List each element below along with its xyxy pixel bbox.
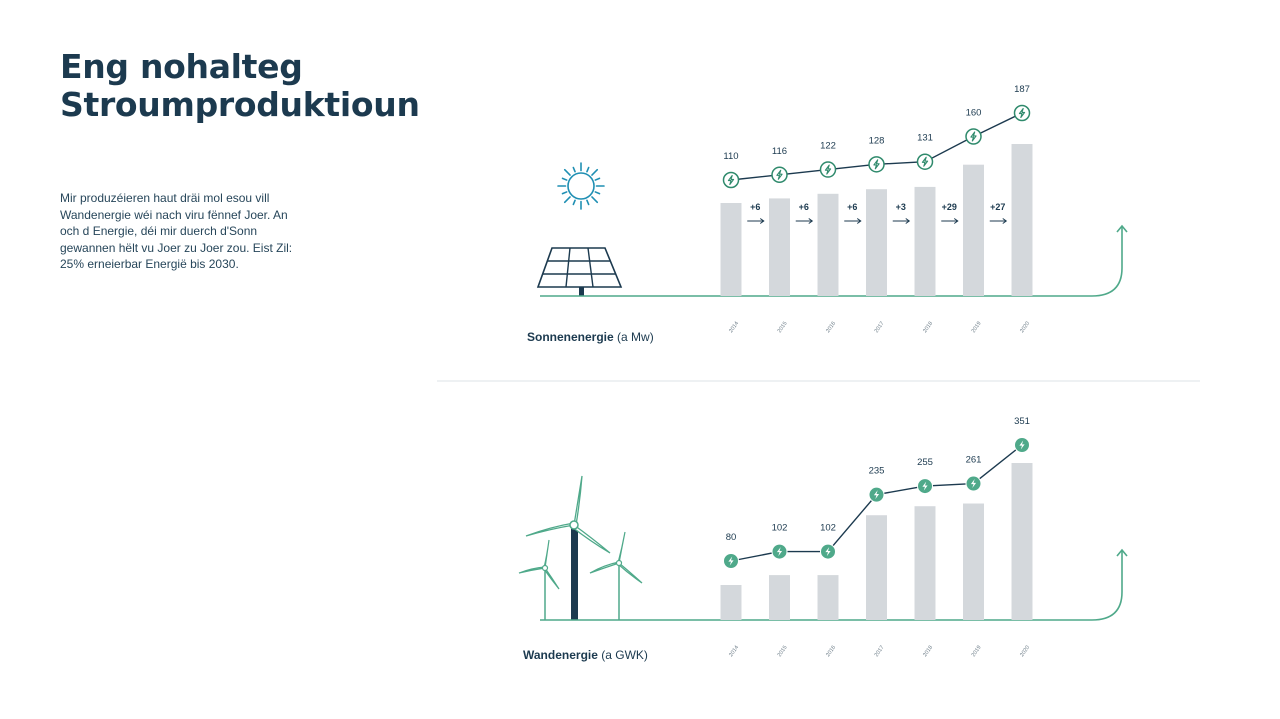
solar-diff-annotation: +6: [747, 202, 765, 224]
wind-chart-title: Wandenergie (a GWK): [523, 648, 648, 662]
wind-bar-2018: [914, 506, 936, 620]
wind-value-label: 351: [1014, 416, 1030, 427]
solar-chart-panel: +6 +6 +6 +3 +29 +27 110 116 122 128 131 160 187 201…: [500, 80, 1200, 370]
wind-turbines-illustration: [518, 475, 643, 620]
solar-value-label: 122: [820, 141, 836, 152]
lightning-icon: [1014, 437, 1030, 453]
wind-axis-line: [540, 548, 1128, 621]
solar-bar-2017: [866, 189, 887, 296]
wind-bar-2014: [720, 585, 742, 620]
wind-value-label: 102: [772, 523, 788, 534]
wind-bar-2015: [769, 575, 790, 620]
lightning-icon: [965, 475, 982, 492]
solar-diff-label: +27: [990, 202, 1005, 212]
solar-bar-2018: [914, 186, 936, 296]
lightning-icon: [771, 166, 788, 184]
solar-diff-annotation: +27: [989, 202, 1008, 224]
solar-bar-2019: [963, 164, 984, 296]
page-title: Eng nohalteg Stroumproduktioun: [60, 48, 420, 124]
solar-diff-label: +3: [896, 202, 906, 212]
solar-chart-title: Sonnenenergie (a Mw): [527, 330, 654, 344]
lightning-icon: [819, 161, 837, 178]
solar-tick-label: 2015: [777, 321, 789, 334]
lightning-icon: [965, 128, 982, 145]
wind-value-label: 261: [966, 455, 982, 466]
section-divider: [437, 380, 1200, 382]
solar-axis-line: [540, 224, 1128, 297]
solar-chart-name: Sonnenenergie: [527, 330, 614, 344]
wind-tick-label: 2017: [874, 645, 886, 658]
solar-illustration: [536, 162, 623, 296]
solar-value-label: 116: [772, 146, 787, 157]
lightning-icon: [771, 543, 788, 560]
solar-tick-label: 2016: [825, 321, 837, 334]
wind-value-label: 80: [726, 532, 737, 543]
page-title-line2: Stroumproduktioun: [60, 85, 420, 124]
wind-tick-label: 2016: [825, 645, 837, 658]
solar-value-label: 128: [869, 135, 885, 146]
wind-turbine-small-right-icon: [589, 531, 643, 620]
wind-value-label: 102: [820, 523, 836, 534]
page-title-line1: Eng nohalteg: [60, 47, 303, 86]
solar-diff-label: +6: [799, 202, 809, 212]
solar-bar-2015: [769, 198, 790, 296]
solar-diff-label: +29: [942, 202, 957, 212]
solar-bar-2016: [817, 193, 839, 296]
lightning-icon: [722, 171, 740, 189]
wind-chart-panel: 80 102 102 235 255 261 351 2014 2015 2016 2017 201…: [500, 410, 1200, 675]
solar-bar-2020: [1011, 144, 1033, 296]
wind-bar-2017: [866, 515, 887, 620]
solar-diff-annotation: +6: [844, 202, 862, 224]
solar-bar-2014: [720, 203, 742, 296]
solar-tick-label: 2018: [922, 321, 934, 334]
solar-tick-label: 2017: [874, 321, 886, 334]
solar-value-label: 160: [966, 107, 982, 118]
wind-tick-label: 2015: [777, 645, 789, 658]
wind-turbine-large-icon: [525, 475, 611, 620]
solar-value-label: 131: [917, 133, 933, 144]
wind-bar-2016: [817, 575, 839, 620]
solar-diff-annotation: +29: [941, 202, 959, 224]
lightning-icon: [1013, 104, 1031, 122]
wind-chart-name: Wandenergie: [523, 648, 598, 662]
sun-icon: [557, 162, 605, 210]
solar-tick-label: 2019: [971, 321, 983, 334]
wind-tick-label: 2019: [971, 645, 983, 658]
wind-tick-label: 2014: [728, 645, 740, 658]
solar-diff-label: +6: [847, 202, 857, 212]
solar-diff-annotation: +3: [892, 202, 911, 224]
wind-tick-label: 2018: [922, 645, 934, 658]
wind-bar-2020: [1011, 463, 1033, 620]
wind-value-label: 235: [869, 466, 885, 477]
lightning-icon: [868, 486, 885, 503]
wind-bar-2019: [963, 503, 984, 620]
wind-chart-unit: (a GWK): [601, 648, 648, 662]
lightning-icon: [868, 156, 885, 173]
solar-value-label: 110: [723, 151, 738, 162]
wind-chart: 80 102 102 235 255 261 351 2014 2015 2016 2017 201…: [518, 416, 1128, 658]
lightning-icon: [916, 153, 934, 170]
lightning-icon: [820, 543, 836, 560]
solar-tick-label: 2014: [728, 321, 740, 334]
solar-diff-annotation: +6: [795, 202, 814, 224]
intro-text: Mir produzéieren haut dräi mol esou vill…: [60, 191, 293, 271]
solar-chart: +6 +6 +6 +3 +29 +27 110 116 122 128 131 160 187 201…: [536, 84, 1128, 334]
wind-turbine-small-left-icon: [518, 539, 560, 620]
solar-tick-label: 2020: [1019, 321, 1031, 334]
lightning-icon: [723, 553, 739, 569]
solar-value-label: 187: [1014, 84, 1030, 95]
wind-value-label: 255: [917, 457, 933, 468]
lightning-icon: [917, 478, 933, 495]
solar-chart-unit: (a Mw): [617, 330, 654, 344]
solar-diff-label: +6: [750, 202, 760, 212]
wind-tick-label: 2020: [1019, 645, 1031, 658]
solar-panel-icon: [536, 247, 623, 296]
